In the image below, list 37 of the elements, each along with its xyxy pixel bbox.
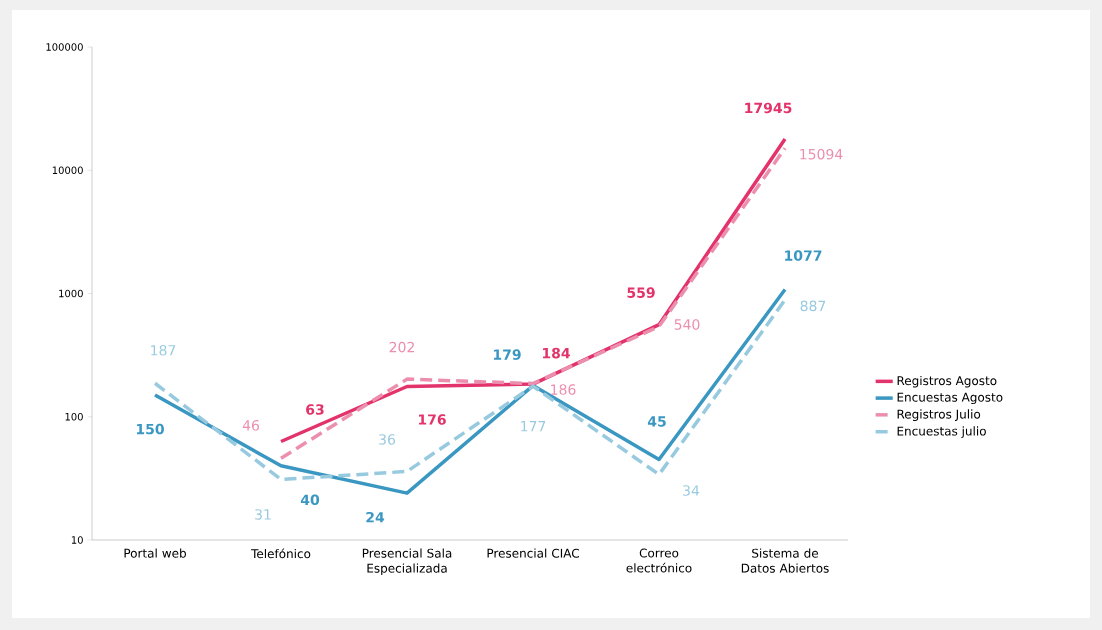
legend-label: Registros Agosto <box>897 375 997 388</box>
data-label: 186 <box>551 384 576 395</box>
y-tick-label: 10 <box>71 536 83 544</box>
data-label: 17945 <box>745 102 792 114</box>
data-label: 179 <box>493 349 521 360</box>
legend-label: Registros Julio <box>897 409 981 421</box>
x-tick-label: Correo electrónico <box>626 548 692 573</box>
data-label: 24 <box>366 511 385 523</box>
y-tick-label: 100 <box>65 412 83 421</box>
data-label: 540 <box>674 319 700 330</box>
data-label: 187 <box>151 344 176 356</box>
legend-label: Encuestas julio <box>897 426 986 438</box>
data-label: 184 <box>542 347 570 359</box>
data-label: 36 <box>379 434 396 445</box>
data-label: 15094 <box>800 148 843 160</box>
x-tick-label: Presencial Sala Especializada <box>362 548 452 576</box>
x-tick-label: Sistema de Datos Abiertos <box>741 548 829 573</box>
data-label: 177 <box>521 421 546 432</box>
x-tick-label: Presencial CIAC <box>487 548 579 558</box>
data-label: 34 <box>683 485 700 496</box>
data-label: 559 <box>627 287 655 298</box>
x-tick-label: Portal web <box>124 548 186 558</box>
data-label: 45 <box>647 416 666 427</box>
data-label: 31 <box>255 509 271 520</box>
data-label: 202 <box>389 341 414 353</box>
data-label: 150 <box>136 423 164 435</box>
x-tick-label: Telefónico <box>251 548 311 559</box>
data-label: 1077 <box>785 250 822 261</box>
y-tick-label: 100000 <box>46 43 83 51</box>
data-label: 46 <box>242 420 260 431</box>
y-tick-label: 1000 <box>59 289 83 298</box>
data-label: 63 <box>306 404 324 415</box>
y-tick-label: 10000 <box>52 166 83 175</box>
legend-label: Encuestas Agosto <box>897 392 1003 405</box>
data-label: 887 <box>800 300 826 312</box>
data-label: 176 <box>418 414 446 425</box>
data-label: 40 <box>300 494 320 506</box>
